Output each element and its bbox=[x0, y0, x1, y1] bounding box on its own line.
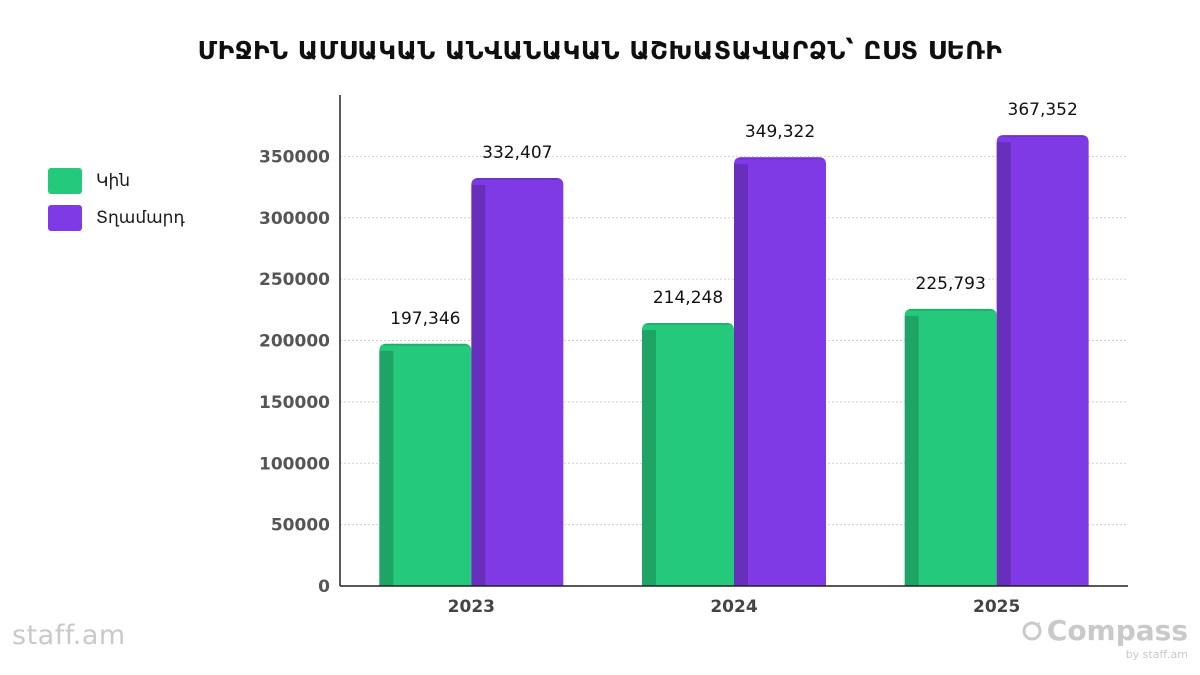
legend-item-men: Տղամարդ bbox=[48, 205, 185, 231]
bar-shade bbox=[642, 330, 656, 586]
legend-label-men: Տղամարդ bbox=[96, 208, 185, 228]
y-tick-label: 350000 bbox=[259, 147, 330, 167]
x-tick-label: 2024 bbox=[710, 597, 757, 617]
bar-shade bbox=[471, 184, 486, 587]
y-tick-label: 200000 bbox=[259, 332, 330, 352]
bar-top-edge bbox=[1000, 135, 1085, 138]
bar-value-label: 367,352 bbox=[1008, 100, 1078, 120]
bar-shade bbox=[904, 315, 919, 586]
bar-shade bbox=[379, 350, 394, 586]
bar-value-label: 214,248 bbox=[653, 288, 723, 308]
y-tick-label: 50000 bbox=[271, 516, 330, 536]
x-tick-label: 2023 bbox=[448, 597, 495, 617]
bar-top-edge bbox=[738, 157, 822, 160]
bar-value-label: 225,793 bbox=[916, 274, 986, 294]
bar-women bbox=[379, 343, 472, 586]
bar-women bbox=[904, 308, 997, 586]
bar-men bbox=[996, 135, 1089, 586]
legend-swatch-men bbox=[48, 205, 82, 231]
bar-value-label: 349,322 bbox=[745, 122, 815, 142]
legend-label-women: Կին bbox=[96, 171, 130, 191]
y-tick-label: 0 bbox=[318, 577, 330, 597]
staff-am-logo: staff.am bbox=[12, 620, 126, 651]
bar-men bbox=[471, 177, 564, 587]
legend-swatch-women bbox=[48, 168, 82, 194]
chart-title: ՄԻՋԻՆ ԱՄՍԱԿԱՆ ԱՆՎԱՆԱԿԱՆ ԱՇԽԱՏԱՎԱՐՁՆ՝ ԸՍՏ… bbox=[197, 36, 1003, 65]
compass-logo-sub: by staff.am bbox=[1125, 648, 1188, 661]
legend-item-women: Կին bbox=[48, 168, 185, 194]
bar-top-edge bbox=[646, 323, 730, 326]
bar-women bbox=[642, 323, 734, 586]
y-tick-label: 100000 bbox=[259, 454, 330, 474]
bar-top-edge bbox=[475, 177, 560, 180]
bar-shade bbox=[996, 142, 1011, 586]
bar-top-edge bbox=[908, 308, 993, 311]
y-tick-label: 150000 bbox=[259, 393, 330, 413]
y-tick-label: 250000 bbox=[259, 270, 330, 290]
compass-logo-text: Compass bbox=[1046, 614, 1188, 647]
chart-legend: Կին Տղամարդ bbox=[48, 168, 185, 242]
bar-value-label: 197,346 bbox=[390, 309, 460, 329]
compass-logo: Compass by staff.am bbox=[1021, 614, 1188, 661]
x-tick-label: 2025 bbox=[973, 597, 1020, 617]
bar-value-label: 332,407 bbox=[482, 143, 552, 163]
bar-top-edge bbox=[383, 343, 468, 346]
bar-men bbox=[734, 157, 826, 586]
bar-shade bbox=[734, 164, 748, 586]
compass-icon bbox=[1022, 621, 1042, 640]
y-tick-label: 300000 bbox=[259, 209, 330, 229]
